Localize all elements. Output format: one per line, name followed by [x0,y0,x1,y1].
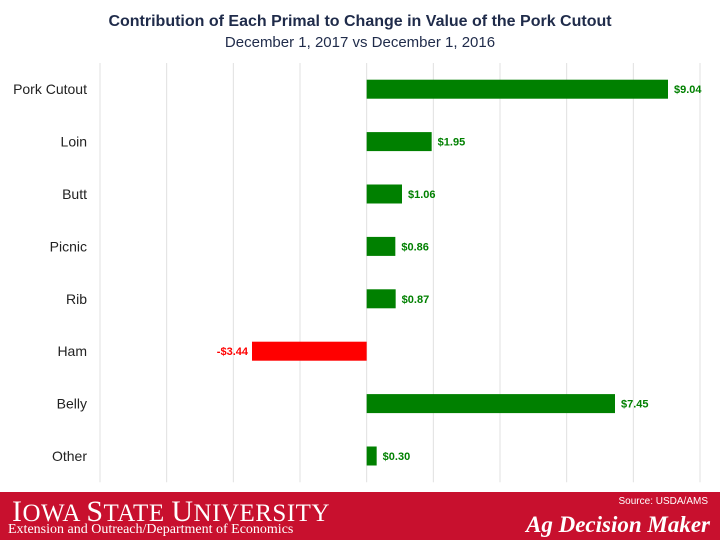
bar [366,289,396,309]
bar [366,446,377,466]
data-label: $0.87 [402,294,430,306]
bar-chart: Pork Cutout $9.04 Loin $1.95 Butt $1.06 Picnic… [13,63,702,483]
category-label: Loin [61,134,87,150]
department-text: Extension and Outreach/Department of Eco… [8,522,294,537]
category-label: Rib [66,291,87,307]
data-label: -$3.44 [217,346,249,358]
ag-decision-maker-logo: Ag Decision Maker [526,512,710,537]
category-label: Belly [57,396,87,412]
data-label: $9.04 [674,84,702,96]
data-label: $0.30 [383,451,411,463]
bar [366,394,615,414]
category-label: Ham [57,343,87,359]
data-label: $1.95 [438,137,466,149]
bar [366,132,432,152]
data-label: $1.06 [408,189,436,201]
chart-subtitle: December 1, 2017 vs December 1, 2016 [224,34,496,51]
bar [252,341,367,361]
bar [366,184,402,204]
bar [366,79,668,99]
category-label: Butt [62,186,87,202]
category-label: Other [52,448,87,464]
chart-title: Contribution of Each Primal to Change in… [108,13,612,30]
data-label: $7.45 [621,399,649,411]
source-note: Source: USDA/AMS [618,496,708,507]
university-logo: IOWA STATE UNIVERSITY [12,495,330,528]
category-label: Picnic [50,238,87,254]
bar [366,236,396,256]
category-label: Pork Cutout [13,81,87,97]
footer-bar: IOWA STATE UNIVERSITY Extension and Outr… [0,492,720,540]
data-label: $0.86 [401,241,429,253]
